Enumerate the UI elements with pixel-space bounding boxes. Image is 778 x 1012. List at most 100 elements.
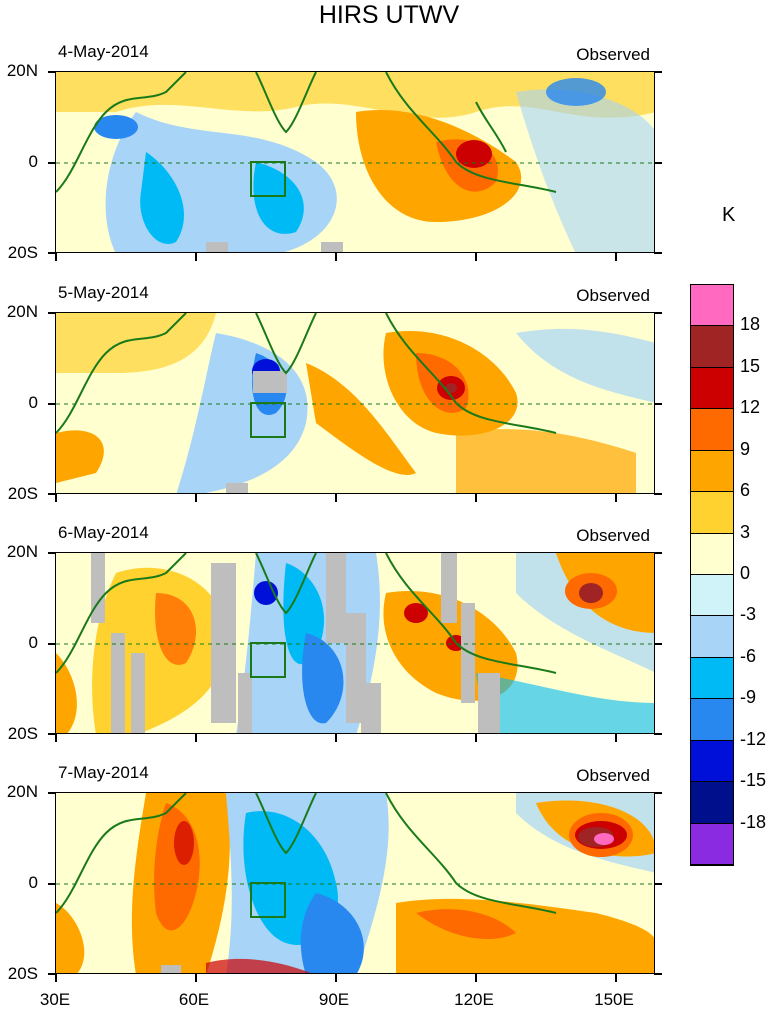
axis-tick (48, 643, 56, 645)
panel-1-lat-20n: 20N (6, 61, 38, 80)
colorbar-swatch (691, 740, 733, 783)
axis-tick (195, 734, 197, 742)
map-panel-3 (55, 552, 655, 734)
colorbar-swatch (691, 326, 733, 368)
colorbar-swatch (691, 782, 733, 824)
panel-2-label: Observed (576, 286, 650, 305)
panel-3-lat-0: 0 (28, 633, 38, 652)
map-panel-2-svg (56, 313, 654, 493)
panel-3-lat-20n: 20N (6, 542, 38, 561)
panel-4-lat-20n: 20N (6, 782, 38, 801)
colorbar-swatch (691, 575, 733, 617)
map-panel-4 (55, 792, 655, 974)
axis-tick (55, 253, 57, 261)
axis-tick (654, 973, 662, 975)
axis-tick (48, 162, 56, 164)
axis-tick (654, 493, 662, 495)
axis-tick (475, 974, 477, 982)
axis-tick (195, 253, 197, 261)
figure-title: HIRS UTWV (318, 1, 460, 29)
axis-tick (335, 974, 337, 982)
colorbar-label: -12 (740, 728, 767, 749)
panel-3-lat-20s: 20S (7, 724, 38, 743)
axis-tick (475, 253, 477, 261)
colorbar-swatch (691, 409, 733, 451)
colorbar-label: 15 (740, 355, 761, 376)
map-panel-3-svg (56, 553, 654, 733)
axis-tick (48, 733, 56, 735)
axis-tick (475, 494, 477, 502)
axis-tick (55, 974, 57, 982)
axis-tick (654, 643, 662, 645)
axis-tick (475, 734, 477, 742)
axis-tick (615, 974, 617, 982)
colorbar-swatch (691, 533, 733, 575)
colorbar-swatch (691, 367, 733, 410)
map-panel-1 (55, 71, 655, 253)
panel-1-label: Observed (576, 45, 650, 64)
colorbar-swatch (691, 616, 733, 658)
axis-tick (55, 494, 57, 502)
colorbar-label: -18 (740, 811, 767, 832)
axis-tick (654, 552, 662, 554)
axis-tick (55, 734, 57, 742)
colorbar-label: 0 (740, 563, 751, 583)
lon-label-30e: 30E (39, 990, 71, 1009)
panel-3-label: Observed (576, 526, 650, 545)
colorbar-swatch (691, 492, 733, 534)
colorbar-label: 18 (740, 314, 761, 335)
colorbar-swatch (691, 699, 733, 741)
lon-label-60e: 60E (178, 990, 210, 1009)
colorbar (690, 284, 734, 866)
map-panel-4-svg (56, 793, 654, 973)
lon-label-90e: 90E (318, 990, 350, 1009)
panel-3-date: 6-May-2014 (58, 523, 149, 542)
axis-tick (654, 162, 662, 164)
axis-tick (654, 252, 662, 254)
colorbar-label: 3 (740, 521, 751, 542)
axis-tick (195, 494, 197, 502)
panel-1-date: 4-May-2014 (58, 42, 149, 61)
panel-2-date: 5-May-2014 (58, 283, 149, 302)
colorbar-label: 12 (740, 397, 761, 418)
axis-tick (654, 403, 662, 405)
axis-tick (48, 792, 56, 794)
colorbar-swatch (691, 823, 733, 865)
panel-1-lat-0: 0 (28, 152, 38, 171)
panel-4-date: 7-May-2014 (58, 763, 149, 782)
map-panel-1-svg (56, 72, 654, 252)
axis-tick (654, 71, 662, 73)
axis-tick (48, 493, 56, 495)
axis-tick (48, 312, 56, 314)
axis-tick (654, 733, 662, 735)
colorbar-swatch (691, 285, 733, 327)
map-panel-2 (55, 312, 655, 494)
axis-tick (48, 252, 56, 254)
axis-tick (615, 253, 617, 261)
axis-tick (654, 312, 662, 314)
panel-2-lat-20n: 20N (6, 302, 38, 321)
colorbar-swatch (691, 657, 733, 700)
panel-4-lat-0: 0 (28, 873, 38, 892)
colorbar-label: 6 (740, 480, 751, 501)
panel-2-lat-20s: 20S (7, 484, 38, 503)
lon-label-150e: 150E (594, 990, 634, 1009)
axis-tick (48, 552, 56, 554)
colorbar-label: -9 (740, 687, 757, 708)
axis-tick (335, 494, 337, 502)
axis-tick (335, 734, 337, 742)
axis-tick (48, 973, 56, 975)
colorbar-label: -15 (740, 770, 767, 791)
axis-tick (654, 883, 662, 885)
colorbar-label: -3 (740, 604, 757, 625)
colorbar-unit: K (722, 204, 736, 226)
axis-tick (615, 734, 617, 742)
axis-tick (335, 253, 337, 261)
colorbar-swatch (691, 450, 733, 493)
axis-tick (48, 403, 56, 405)
axis-tick (615, 494, 617, 502)
axis-tick (48, 883, 56, 885)
panel-1-lat-20s: 20S (7, 243, 38, 262)
axis-tick (48, 71, 56, 73)
colorbar-label: 9 (740, 438, 751, 459)
